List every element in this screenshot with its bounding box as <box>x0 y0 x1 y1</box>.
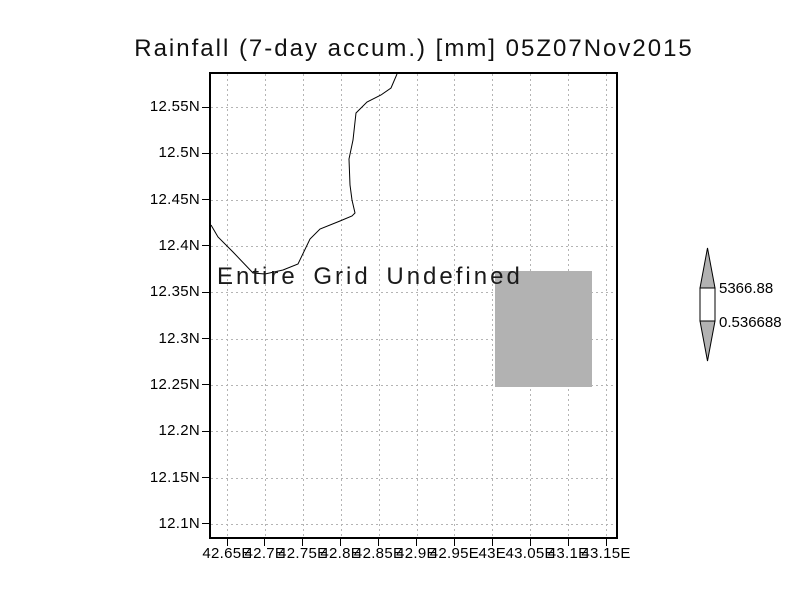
colorbar-max-label: 5366.88 <box>719 280 774 297</box>
y-tick-label: 12.45N <box>149 190 200 208</box>
x-tick-label: 42.65E <box>202 545 252 562</box>
gridline-horizontal <box>211 431 616 433</box>
colorbar: 5366.88 0.536688 <box>698 246 792 368</box>
x-tick-label: 42.7E <box>244 545 286 562</box>
coastline <box>211 74 398 275</box>
x-tick-label: 43.1E <box>547 545 589 562</box>
x-axis-tick <box>567 539 569 546</box>
grid-undefined-message: Entire Grid Undefined <box>217 263 523 290</box>
gridline-horizontal <box>211 199 616 201</box>
y-axis-tick <box>202 523 209 525</box>
gridline-vertical <box>340 74 342 537</box>
y-axis-tick <box>202 430 209 432</box>
gridline-vertical <box>492 74 494 537</box>
y-tick-label: 12.25N <box>149 375 200 393</box>
colorbar-lower-triangle <box>699 320 716 362</box>
undefined-data-cell <box>495 271 592 387</box>
x-tick-label: 42.8E <box>320 545 362 562</box>
y-tick-label: 12.4N <box>158 236 200 254</box>
x-axis-tick <box>529 539 531 546</box>
y-axis-tick <box>202 152 209 154</box>
gridline-horizontal <box>211 523 616 525</box>
y-axis-tick <box>202 477 209 479</box>
chart-title: Rainfall (7-day accum.) [mm] 05Z07Nov201… <box>134 35 694 62</box>
x-axis-tick <box>416 539 417 546</box>
x-axis-tick <box>340 539 342 546</box>
colorbar-upper-triangle <box>699 247 716 289</box>
colorbar-mid-box <box>699 287 716 322</box>
x-axis-tick <box>378 539 380 546</box>
y-tick-label: 12.15N <box>149 468 200 486</box>
gridline-vertical <box>302 74 304 537</box>
x-tick-label: 43.15E <box>581 545 631 562</box>
gridline-horizontal <box>211 107 616 108</box>
gridline-vertical <box>378 74 380 537</box>
y-tick-label: 12.5N <box>158 144 200 162</box>
x-tick-label: 42.95E <box>429 545 480 562</box>
y-axis-tick <box>202 106 209 108</box>
gridline-vertical <box>416 74 418 537</box>
x-tick-label: 43E <box>478 545 507 562</box>
y-tick-label: 12.55N <box>149 98 200 115</box>
gridline-vertical <box>454 74 456 537</box>
x-axis-tick <box>605 539 607 546</box>
gridline-horizontal <box>211 338 616 340</box>
gridline-vertical <box>227 74 228 537</box>
y-tick-label: 12.3N <box>158 329 200 347</box>
x-axis-tick <box>491 539 493 546</box>
y-tick-label: 12.35N <box>149 283 200 301</box>
x-tick-label: 43.05E <box>505 545 555 562</box>
gridline-horizontal <box>211 245 616 247</box>
plot-area: Entire Grid Undefined <box>209 72 618 539</box>
gridline-horizontal <box>211 292 616 294</box>
y-tick-label: 12.1N <box>158 514 200 532</box>
y-axis-tick <box>202 199 209 201</box>
x-axis-tick <box>453 539 455 546</box>
x-axis-tick <box>226 539 228 546</box>
coastline-path <box>211 74 398 275</box>
y-axis-tick <box>202 384 209 386</box>
x-axis-tick <box>302 539 304 546</box>
x-tick-label: 42.9E <box>396 545 437 562</box>
colorbar-min-label: 0.536688 <box>719 314 782 331</box>
gridline-horizontal <box>211 477 616 479</box>
x-tick-label: 42.85E <box>353 545 404 562</box>
y-axis-tick <box>202 338 209 340</box>
x-axis-tick <box>264 539 266 546</box>
gridline-vertical <box>264 74 266 537</box>
y-axis-tick <box>202 245 209 247</box>
gridline-horizontal <box>211 153 616 155</box>
y-axis-tick <box>202 291 209 293</box>
colorbar-arrow <box>699 247 716 362</box>
x-tick-label: 42.75E <box>278 545 328 562</box>
gridline-horizontal <box>211 384 616 386</box>
y-tick-label: 12.2N <box>158 422 200 440</box>
gridline-vertical <box>606 74 607 537</box>
